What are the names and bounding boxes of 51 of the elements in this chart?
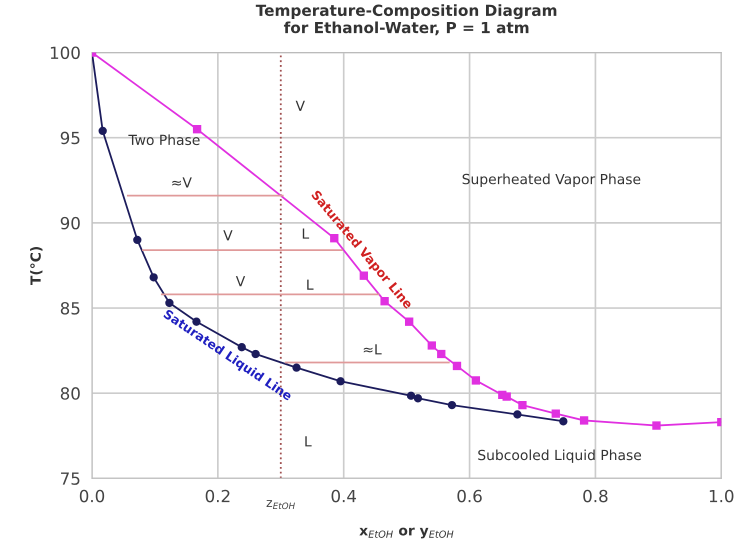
annotation: L xyxy=(307,280,314,290)
x-tick-label: 1.0 xyxy=(710,490,734,502)
point xyxy=(652,421,661,430)
point xyxy=(406,392,416,400)
point xyxy=(518,400,527,410)
x-tick-label: 0.2 xyxy=(206,490,230,502)
point xyxy=(513,410,522,419)
annotation: Superheated Vapor Phase xyxy=(462,174,640,187)
point xyxy=(150,273,158,282)
y-tick-label: 90 xyxy=(60,216,80,230)
annotation: L xyxy=(305,436,312,446)
x-tick-label: 0.8 xyxy=(583,490,608,502)
point xyxy=(502,392,511,401)
x-tick-label: 0.4 xyxy=(332,490,356,502)
point xyxy=(428,341,436,350)
point xyxy=(437,350,446,358)
y-tick-label: 75 xyxy=(61,472,80,485)
point xyxy=(380,297,389,306)
point xyxy=(552,409,560,418)
x-axis-title: x$_{EtOH}$ or y$_{EtOH}$ xyxy=(359,528,454,538)
x-tick-label: 0.6 xyxy=(457,490,482,502)
y-tick-label: 100 xyxy=(50,46,80,60)
annotation: Two Phase xyxy=(128,134,200,146)
point xyxy=(559,417,568,426)
point xyxy=(448,400,456,410)
point xyxy=(292,363,301,372)
annotation: V xyxy=(296,100,305,111)
chart-title: Temperature-Composition Diagram for Ethanol-Water, P = 1 atm xyxy=(256,4,556,36)
point xyxy=(165,298,174,308)
y-axis-title: T(°C) xyxy=(30,246,42,286)
y-tick-label: 80 xyxy=(60,387,80,400)
annotation: L xyxy=(302,228,310,239)
y-tick-label: 95 xyxy=(60,132,80,144)
ref-line-label: z$_{EtOH}$ xyxy=(266,500,295,510)
annotation: ≈L xyxy=(364,344,382,354)
point xyxy=(472,376,480,385)
point xyxy=(414,394,422,402)
point xyxy=(133,236,142,244)
y-tick-label: 85 xyxy=(60,302,80,315)
annotation: ≈V xyxy=(172,177,192,188)
annotation: Subcooled Liquid Phase xyxy=(478,449,642,463)
point xyxy=(404,317,414,326)
annotation: V xyxy=(223,230,233,240)
point xyxy=(192,125,202,134)
point xyxy=(336,377,345,386)
point xyxy=(238,343,246,352)
point xyxy=(98,126,107,136)
x-tick-label: 0.0 xyxy=(80,490,104,502)
annotation: V xyxy=(236,276,246,286)
point xyxy=(452,362,462,370)
point xyxy=(580,416,588,425)
